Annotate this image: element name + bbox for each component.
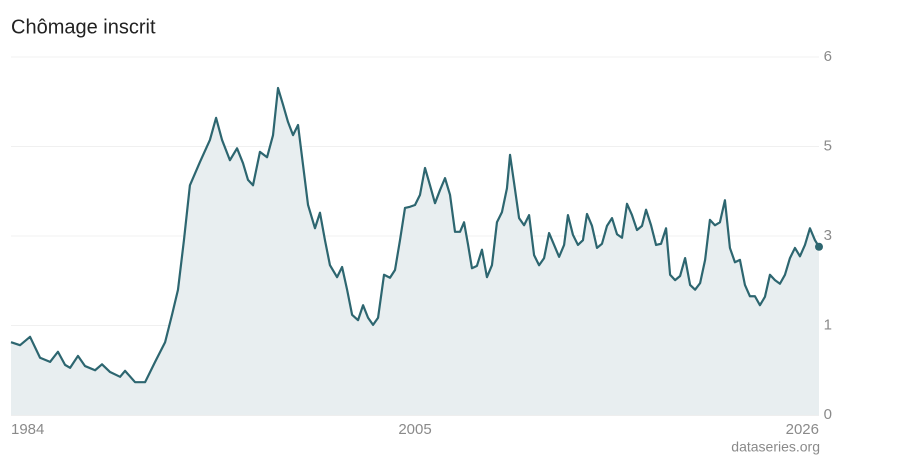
x-tick-label: 2026 [786, 421, 819, 438]
y-tick-label: 6 [824, 48, 832, 65]
y-tick-label: 3 [824, 227, 832, 244]
chart-title: Chômage inscrit [11, 16, 156, 38]
area [11, 88, 819, 415]
x-tick-label: 2005 [398, 421, 431, 438]
y-tick-label: 1 [824, 316, 832, 333]
source: dataseries.org [731, 439, 820, 455]
last-point [815, 242, 823, 251]
y-tick-label: 0 [824, 406, 832, 423]
line [10, 86, 820, 384]
y-tick-label: 5 [824, 137, 832, 154]
x-tick-label: 1984 [11, 421, 44, 438]
